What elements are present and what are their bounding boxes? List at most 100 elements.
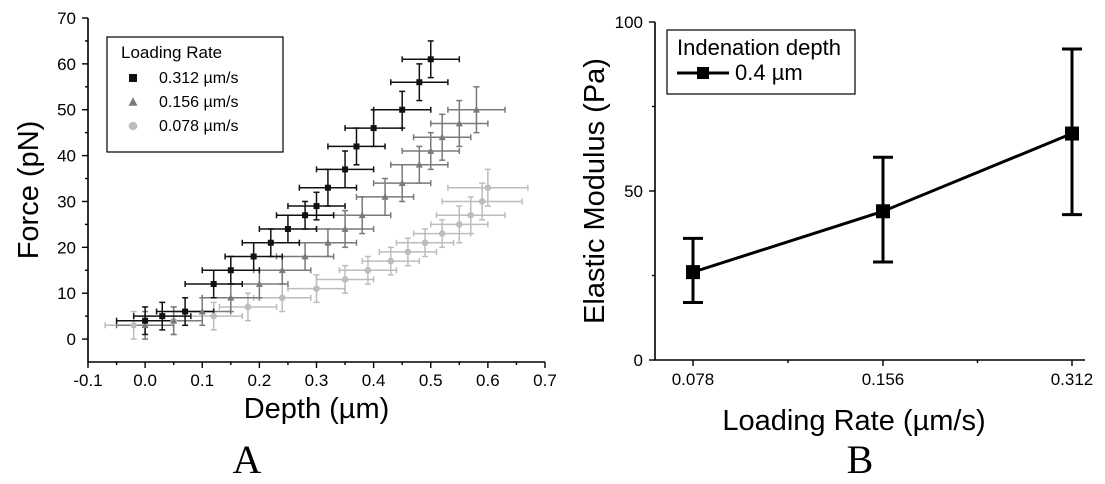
data-point [301,252,309,260]
legend-label: 0.156 µm/s [159,94,238,111]
y-ticks-a: 0 10 20 30 40 50 60 70 [57,9,88,349]
series-b [683,47,1082,305]
x-tick-label-a: 0.5 [419,371,443,390]
panel-label-a: A [233,437,262,482]
data-point [210,312,217,320]
data-point [467,211,475,219]
data-point [364,266,372,274]
data-point [244,303,252,311]
x-tick-label-b: 0.078 [672,370,715,389]
data-point [313,285,320,292]
data-point [182,308,189,315]
data-point [142,317,149,324]
data-point [255,280,263,287]
data-point [416,79,423,86]
y-tick-label-a: 50 [57,101,76,120]
data-point [227,293,235,301]
x-tick-label-a: 0.3 [305,371,329,390]
legend-box-b [666,29,856,95]
data-point [415,160,423,168]
data-point [398,179,406,186]
markers-a [130,56,492,329]
y-tick-label-b: 50 [624,182,643,201]
chart-panel-b: 0.078 0.156 0.312 0 50 100 Loading Rate (µm/… [579,13,1093,482]
legend-title-b: Indenation depth [677,35,841,60]
data-point [198,307,206,315]
data-point [472,105,480,113]
x-axis-title-b: Loading Rate (µm/s) [722,405,985,437]
data-point [313,203,320,210]
x-ticks-b: 0.078 0.156 0.312 [672,360,1093,389]
data-point [324,238,332,246]
data-point [278,266,286,274]
legend-marker [128,97,138,106]
data-point [159,313,166,320]
data-point [278,294,286,302]
legend-marker [697,67,709,79]
legend-box-a [106,36,284,153]
y-axis-title-a: Force (pN) [13,121,45,260]
y-axis-title-b: Elastic Modulus (Pa) [579,58,611,324]
x-tick-label-a: -0.1 [73,371,102,390]
data-point [324,184,331,191]
data-point [210,281,217,288]
x-tick-label-b: 0.156 [862,370,905,389]
data-point [370,125,377,132]
data-point [1065,126,1079,141]
data-point [358,211,366,219]
legend-title-a: Loading Rate [121,43,222,62]
data-point [170,316,178,324]
data-point [399,106,406,113]
y-tick-label-a: 60 [57,55,76,74]
data-point [353,143,360,150]
legend-label: 0.078 µm/s [159,118,238,135]
x-ticks-a: -0.1 0.0 0.1 0.2 0.3 0.4 0.5 0.6 0.7 [73,362,557,390]
legend-a: Loading Rate 0.312 µm/s 0.156 µm/s 0.078 µ… [106,36,284,153]
y-tick-label-a: 70 [57,9,76,28]
x-axis-title-a: Depth (µm) [244,393,390,425]
data-point [342,166,349,173]
data-point [478,198,486,205]
legend-marker [128,121,138,131]
data-point [130,322,137,329]
x-tick-label-a: 0.2 [248,371,272,390]
x-tick-label-a: 0.7 [533,371,557,390]
data-point [387,257,395,265]
data-point [484,184,492,192]
data-point [686,265,700,280]
y-tick-label-a: 20 [57,238,76,257]
legend-label: 0.4 µm [735,60,803,85]
data-point [250,253,257,260]
x-tick-label-a: 0.0 [133,371,157,390]
data-point [302,212,309,219]
data-point [284,225,291,232]
data-point [438,230,446,237]
y-tick-label-b: 100 [615,13,643,32]
data-point [438,133,446,141]
x-tick-label-a: 0.1 [190,371,214,390]
x-tick-label-a: 0.6 [476,371,500,390]
chart-panel-a: -0.1 0.0 0.1 0.2 0.3 0.4 0.5 0.6 0.7 0 10 20 30 40 50… [13,9,557,482]
x-tick-label-a: 0.4 [362,371,386,390]
y-ticks-b: 0 50 100 [615,13,655,370]
data-point [404,248,412,256]
data-point [876,204,890,219]
panel-label-b: B [847,437,874,482]
data-point [427,56,434,63]
data-point [227,267,234,274]
y-tick-label-b: 0 [634,351,643,370]
legend-label: 0.312 µm/s [159,70,238,87]
data-point [267,239,274,246]
legend-items-b: 0.4 µm [677,60,803,85]
y-tick-label-a: 40 [57,147,76,166]
data-point [456,221,463,228]
y-tick-label-a: 30 [57,192,76,211]
y-tick-label-a: 0 [67,330,76,349]
data-point [341,225,349,232]
data-point [427,147,435,154]
data-point [381,193,389,200]
legend-b: Indenation depth 0.4 µm [666,29,856,95]
data-point [455,119,463,127]
data-point [421,239,429,247]
